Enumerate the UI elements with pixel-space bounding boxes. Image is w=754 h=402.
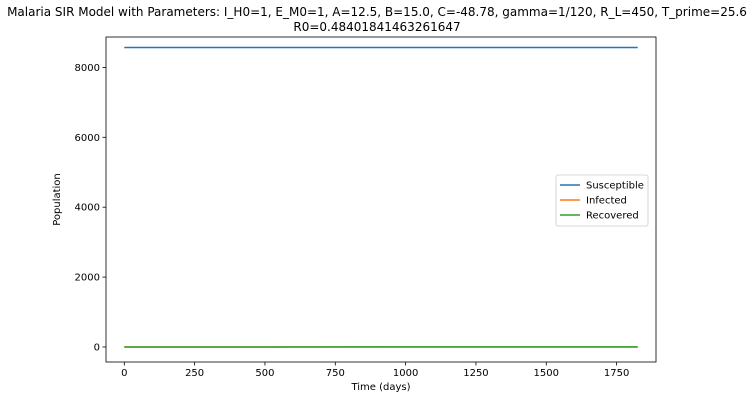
legend-box bbox=[555, 174, 649, 227]
chart-title: Malaria SIR Model with Parameters: I_H0=… bbox=[7, 5, 747, 19]
plot-lines bbox=[124, 46, 638, 348]
axes-frame bbox=[105, 36, 657, 363]
x-tick-label: 0 bbox=[121, 368, 127, 379]
chart-subtitle: R0=0.48401841463261647 bbox=[293, 20, 461, 34]
x-tick-label: 1500 bbox=[534, 368, 559, 379]
y-tick-label: 2000 bbox=[75, 273, 100, 284]
y-tick-label: 4000 bbox=[75, 203, 100, 214]
legend-label-recovered: Recovered bbox=[586, 211, 639, 222]
x-tick-label: 250 bbox=[185, 368, 204, 379]
x-tick-label: 1250 bbox=[463, 368, 488, 379]
y-tick-label: 0 bbox=[94, 342, 100, 353]
legend-label-susceptible: Susceptible bbox=[586, 181, 644, 192]
x-tick-label: 500 bbox=[255, 368, 274, 379]
x-axis-label: Time (days) bbox=[350, 382, 410, 393]
x-tick-label: 750 bbox=[326, 368, 345, 379]
x-axis: 0 250 500 750 1000 1250 1500 1750 bbox=[121, 362, 629, 379]
legend-label-infected: Infected bbox=[586, 196, 627, 207]
x-tick-label: 1000 bbox=[393, 368, 418, 379]
y-tick-label: 8000 bbox=[75, 63, 100, 74]
y-axis: 0 2000 4000 6000 8000 bbox=[75, 63, 106, 353]
y-axis-label: Population bbox=[52, 173, 63, 226]
legend: Susceptible Infected Recovered bbox=[555, 174, 649, 227]
y-tick-label: 6000 bbox=[75, 133, 100, 144]
x-tick-label: 1750 bbox=[604, 368, 629, 379]
